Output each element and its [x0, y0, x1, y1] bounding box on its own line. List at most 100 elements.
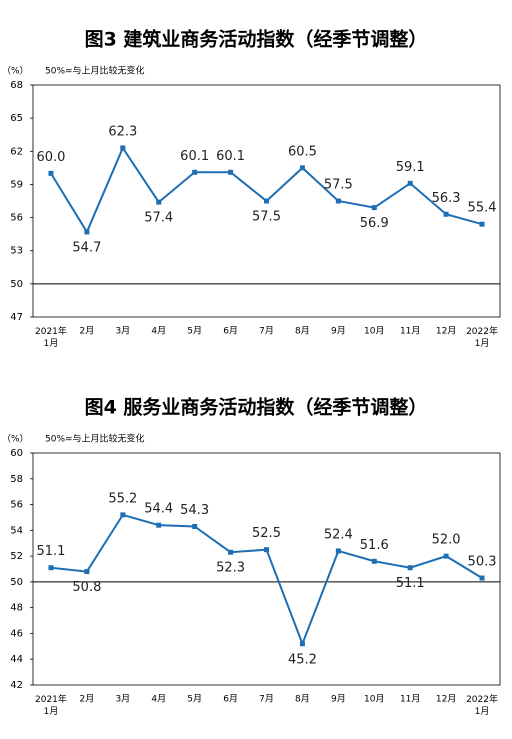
- y-tick-label: 48: [10, 603, 23, 614]
- value-label: 60.1: [180, 149, 209, 164]
- note: 50%=与上月比较无变化: [45, 433, 145, 445]
- x-tick-label: 11月: [400, 694, 420, 705]
- x-tick-label: 12月: [436, 326, 456, 337]
- value-label: 57.4: [144, 211, 173, 226]
- y-tick-label: 65: [10, 113, 23, 124]
- data-point: [84, 229, 90, 235]
- value-label: 54.7: [72, 240, 101, 255]
- y-tick-label: 60: [10, 448, 23, 459]
- data-point: [443, 211, 449, 217]
- data-point: [192, 169, 198, 175]
- value-label: 51.1: [36, 544, 65, 559]
- data-point: [48, 170, 54, 176]
- value-label: 62.3: [108, 124, 137, 139]
- data-point: [371, 558, 377, 564]
- value-label: 45.2: [288, 652, 317, 667]
- y-tick-label: 47: [10, 312, 23, 323]
- y-tick-label: 68: [10, 80, 23, 91]
- unit-label: （%）: [2, 434, 29, 445]
- value-label: 55.4: [468, 201, 497, 216]
- x-tick-label: 10月: [364, 326, 384, 337]
- value-label: 52.0: [432, 533, 461, 548]
- data-point: [156, 522, 162, 528]
- x-tick-label: 2021年 1月: [35, 693, 67, 717]
- unit-label: （%）: [2, 66, 29, 77]
- x-tick-label: 7月: [259, 326, 274, 337]
- data-point: [407, 565, 413, 571]
- data-point: [120, 145, 126, 151]
- y-tick-label: 56: [10, 213, 23, 224]
- value-label: 52.3: [216, 561, 245, 576]
- data-point: [120, 512, 126, 518]
- data-point: [264, 547, 269, 553]
- x-tick-label: 5月: [187, 326, 202, 337]
- value-label: 60.5: [288, 144, 317, 159]
- data-point: [371, 205, 377, 211]
- x-tick-label: 11月: [400, 326, 420, 337]
- x-tick-label: 3月: [115, 326, 130, 337]
- value-label: 60.1: [216, 149, 245, 164]
- x-tick-label: 4月: [151, 326, 166, 337]
- x-tick-label: 2月: [80, 326, 95, 337]
- x-tick-label: 12月: [436, 694, 456, 705]
- x-tick-label: 8月: [295, 694, 310, 705]
- data-point: [299, 641, 305, 647]
- value-label: 56.3: [432, 191, 461, 206]
- data-point: [479, 575, 485, 581]
- y-tick-label: 44: [10, 654, 23, 665]
- data-point: [156, 199, 162, 205]
- y-tick-label: 52: [10, 551, 23, 562]
- x-tick-label: 10月: [364, 694, 384, 705]
- x-tick-label: 2021年 1月: [35, 325, 67, 349]
- y-tick-label: 50: [10, 279, 23, 290]
- x-tick-label: 4月: [151, 694, 166, 705]
- value-label: 55.2: [108, 491, 137, 506]
- x-tick-label: 3月: [115, 694, 130, 705]
- x-tick-label: 6月: [223, 326, 238, 337]
- data-point: [479, 221, 485, 227]
- data-point: [84, 569, 90, 575]
- x-tick-label: 2022年 1月: [466, 693, 498, 717]
- value-label: 54.4: [144, 502, 173, 517]
- data-point: [335, 198, 341, 204]
- value-label: 50.3: [468, 555, 497, 570]
- y-tick-label: 42: [10, 680, 23, 691]
- data-point: [443, 553, 449, 559]
- x-tick-label: 7月: [259, 694, 274, 705]
- value-label: 54.3: [180, 503, 209, 518]
- note: 50%=与上月比较无变化: [45, 65, 145, 77]
- value-label: 57.5: [252, 210, 281, 225]
- x-tick-label: 9月: [331, 694, 346, 705]
- value-label: 52.5: [252, 526, 281, 541]
- chart-title: 图3 建筑业商务活动指数（经季节调整）: [85, 28, 428, 51]
- x-tick-label: 2月: [80, 694, 95, 705]
- data-point: [335, 548, 341, 554]
- data-point: [228, 169, 234, 175]
- x-tick-label: 2022年 1月: [466, 325, 498, 349]
- y-tick-label: 58: [10, 474, 23, 485]
- plot-frame: [32, 452, 501, 686]
- value-label: 60.0: [36, 150, 65, 165]
- value-label: 59.1: [396, 160, 425, 175]
- data-point: [407, 180, 413, 186]
- y-tick-label: 59: [10, 179, 23, 190]
- data-point: [299, 165, 305, 171]
- value-label: 50.8: [72, 580, 101, 595]
- data-point: [264, 198, 269, 204]
- chart-title: 图4 服务业商务活动指数（经季节调整）: [85, 396, 428, 419]
- value-label: 51.6: [360, 538, 389, 553]
- plot-frame: [32, 84, 501, 318]
- y-tick-label: 53: [10, 246, 23, 257]
- value-label: 56.9: [360, 216, 389, 231]
- x-tick-label: 8月: [295, 326, 310, 337]
- y-tick-label: 50: [10, 577, 23, 588]
- y-tick-label: 54: [10, 525, 23, 536]
- value-label: 51.1: [396, 576, 425, 591]
- data-point: [48, 565, 54, 571]
- data-point: [192, 523, 198, 529]
- x-tick-label: 5月: [187, 694, 202, 705]
- y-tick-label: 62: [10, 146, 23, 157]
- y-tick-label: 56: [10, 500, 23, 511]
- data-point: [228, 549, 234, 555]
